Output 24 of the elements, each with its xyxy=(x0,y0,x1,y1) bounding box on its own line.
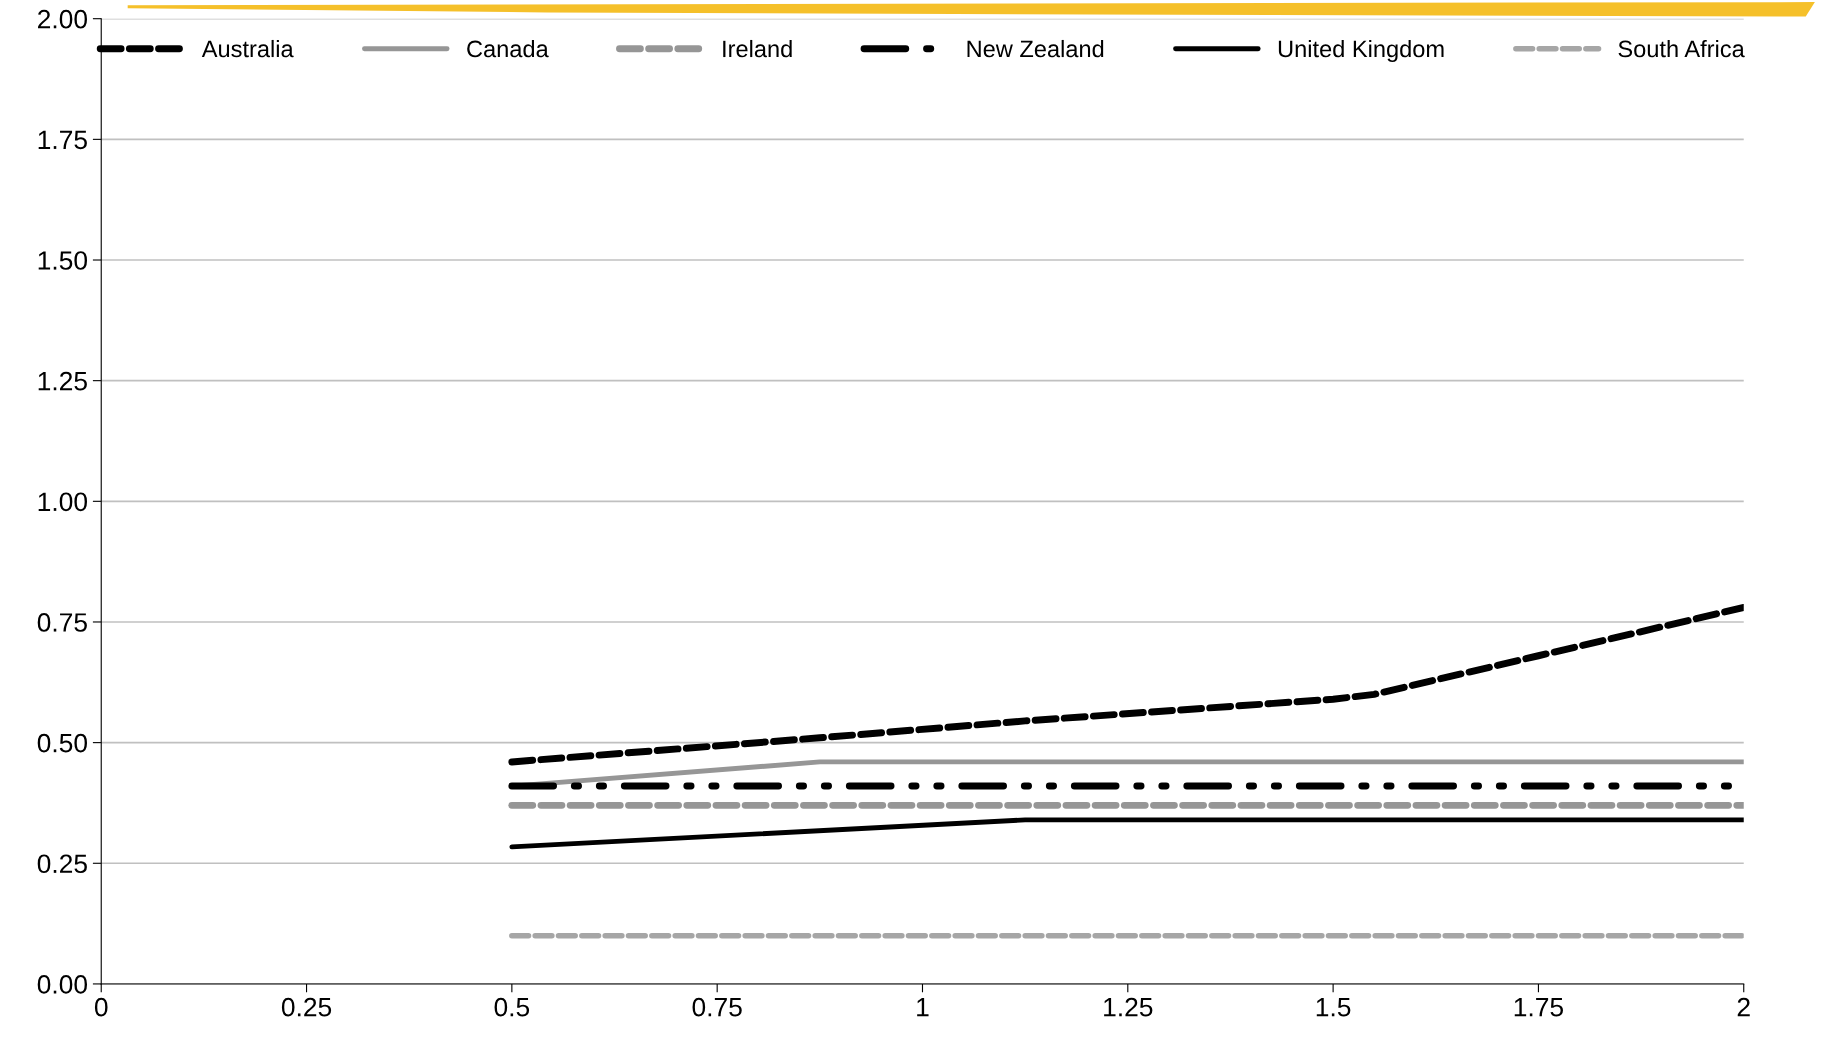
legend-label: United Kingdom xyxy=(1278,39,1444,62)
y-tick-label: 0.25 xyxy=(37,854,87,874)
legend-label: Ireland xyxy=(723,39,792,58)
y-tick-label: 1.50 xyxy=(38,251,88,270)
x-tick-label: 1.75 xyxy=(1514,998,1564,1017)
legend-label: Canada xyxy=(467,39,549,58)
y-tick-label: 1.75 xyxy=(38,130,87,150)
legend-label: Australia xyxy=(201,39,294,58)
x-tick-label: 0.5 xyxy=(494,997,530,1017)
y-tick-label: 0.00 xyxy=(37,975,88,994)
x-tick-label: 2 xyxy=(1737,997,1750,1017)
y-tick-label: 1.00 xyxy=(38,492,88,512)
x-tick-label: 0.75 xyxy=(692,997,742,1017)
x-tick-label: 0 xyxy=(94,997,108,1017)
legend-label: South Africa xyxy=(1618,39,1745,58)
y-tick-label: 0.50 xyxy=(37,733,88,753)
y-tick-label: 2.00 xyxy=(38,9,88,29)
y-tick-label: 0.75 xyxy=(37,613,87,632)
x-tick-label: 1.25 xyxy=(1104,997,1153,1017)
y-tick-label: 1.25 xyxy=(38,371,87,391)
x-tick-label: 1 xyxy=(917,998,929,1017)
x-tick-label: 0.25 xyxy=(281,997,332,1017)
x-tick-label: 1.5 xyxy=(1316,998,1351,1017)
legend-label: New Zealand xyxy=(967,39,1104,58)
